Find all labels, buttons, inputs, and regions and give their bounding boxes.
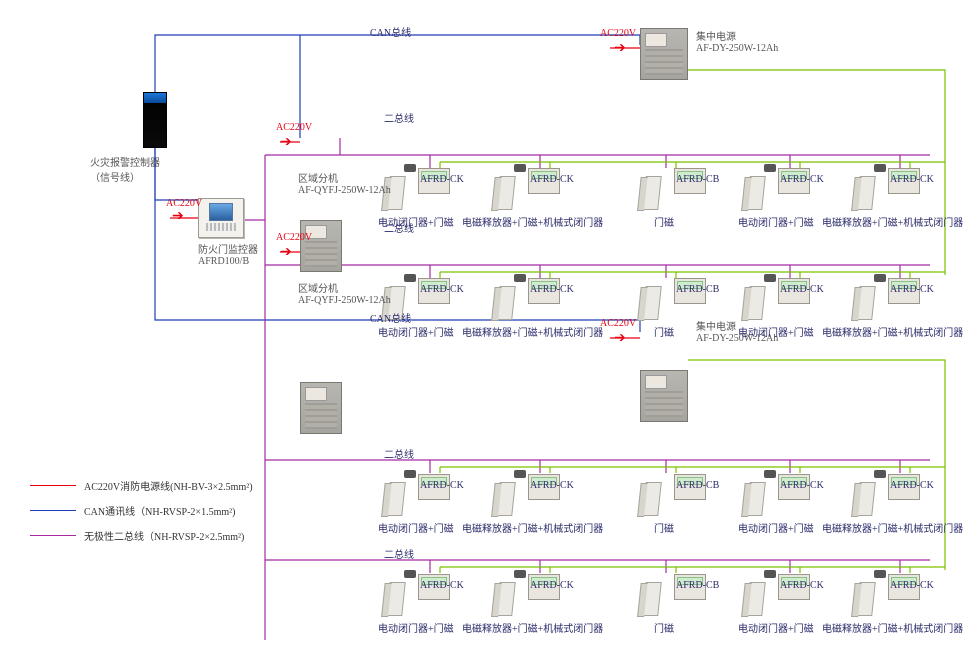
door-type-label: AFRD-CK: [890, 174, 934, 185]
legend-purple: 无极性二总线（NH-RVSP-2×2.5mm²): [30, 528, 253, 543]
door-caption: 电磁释放器+门磁+机械式闭门器: [462, 620, 603, 635]
door-caption: 电动闭门器+门磁: [378, 324, 454, 339]
ac-label-cp1: AC220V: [600, 28, 636, 39]
zone-unit-1-icon: [300, 220, 342, 272]
zone-unit-2-label: 区域分机AF-QYFJ-250W-12Ah: [298, 280, 391, 306]
door-type-label: AFRD-CB: [676, 284, 719, 295]
door-caption: 门磁: [654, 324, 674, 339]
door-type-label: AFRD-CK: [530, 174, 574, 185]
door-type-label: AFRD-CK: [890, 480, 934, 491]
door-caption: 电动闭门器+门磁: [738, 620, 814, 635]
door-caption: 电动闭门器+门磁: [378, 214, 454, 229]
door-type-label: AFRD-CK: [420, 284, 464, 295]
legend-blue: CAN通讯线（NH-RVSP-2×1.5mm²): [30, 503, 253, 518]
door-caption: 电磁释放器+门磁+机械式闭门器: [462, 214, 603, 229]
ac-label-z2: AC220V: [276, 232, 312, 243]
fire-door-monitor-icon: [198, 198, 244, 238]
legend-red: AC220V消防电源线(NH-BV-3×2.5mm²): [30, 478, 253, 493]
door-caption: 电磁释放器+门磁+机械式闭门器: [822, 620, 963, 635]
central-power-2-icon: [640, 370, 688, 422]
red-arrow-icon: ➔: [172, 208, 184, 225]
door-type-label: AFRD-CK: [530, 480, 574, 491]
door-type-label: AFRD-CK: [780, 580, 824, 591]
zone-unit-2-icon: [300, 382, 342, 434]
two-bus-label-r3: 二总线: [384, 446, 414, 461]
door-caption: 电磁释放器+门磁+机械式闭门器: [462, 324, 603, 339]
door-type-label: AFRD-CK: [890, 284, 934, 295]
can-bus-label-1: CAN总线: [370, 24, 411, 39]
red-arrow-icon: ➔: [614, 40, 626, 57]
door-caption: 门磁: [654, 620, 674, 635]
door-type-label: AFRD-CK: [530, 580, 574, 591]
door-caption: 电动闭门器+门磁: [378, 620, 454, 635]
fire-alarm-controller-label: 火灾报警控制器（信号线）: [90, 154, 160, 184]
zone-unit-1-label: 区域分机AF-QYFJ-250W-12Ah: [298, 170, 391, 196]
ac-label-cp2: AC220V: [600, 318, 636, 329]
door-type-label: AFRD-CK: [780, 480, 824, 491]
door-type-label: AFRD-CK: [780, 284, 824, 295]
red-arrow-icon: ➔: [614, 330, 626, 347]
door-type-label: AFRD-CK: [420, 480, 464, 491]
ac-label-z1: AC220V: [276, 122, 312, 133]
door-caption: 电磁释放器+门磁+机械式闭门器: [822, 520, 963, 535]
door-type-label: AFRD-CK: [530, 284, 574, 295]
fire-door-monitor-label: 防火门监控器AFRD100/B: [198, 241, 258, 267]
ac-label-monitor: AC220V: [166, 198, 202, 209]
red-arrow-icon: ➔: [280, 134, 292, 151]
two-bus-label-r1: 二总线: [384, 110, 414, 125]
door-caption: 门磁: [654, 520, 674, 535]
door-type-label: AFRD-CB: [676, 580, 719, 591]
door-caption: 电动闭门器+门磁: [738, 520, 814, 535]
door-caption: 电动闭门器+门磁: [738, 324, 814, 339]
door-type-label: AFRD-CK: [890, 580, 934, 591]
central-power-1-label: 集中电源AF-DY-250W-12Ah: [696, 28, 778, 54]
door-type-label: AFRD-CK: [420, 580, 464, 591]
door-caption: 电磁释放器+门磁+机械式闭门器: [462, 520, 603, 535]
door-type-label: AFRD-CB: [676, 480, 719, 491]
central-power-1-icon: [640, 28, 688, 80]
two-bus-label-r4: 二总线: [384, 546, 414, 561]
door-type-label: AFRD-CK: [780, 174, 824, 185]
fire-alarm-controller-icon: [143, 92, 167, 148]
door-type-label: AFRD-CK: [420, 174, 464, 185]
can-bus-label-2: CAN总线: [370, 310, 411, 325]
door-caption: 电动闭门器+门磁: [738, 214, 814, 229]
red-arrow-icon: ➔: [280, 244, 292, 261]
legend: AC220V消防电源线(NH-BV-3×2.5mm²) CAN通讯线（NH-RV…: [30, 478, 253, 553]
door-type-label: AFRD-CB: [676, 174, 719, 185]
door-caption: 电动闭门器+门磁: [378, 520, 454, 535]
door-caption: 电磁释放器+门磁+机械式闭门器: [822, 214, 963, 229]
door-caption: 门磁: [654, 214, 674, 229]
door-caption: 电磁释放器+门磁+机械式闭门器: [822, 324, 963, 339]
